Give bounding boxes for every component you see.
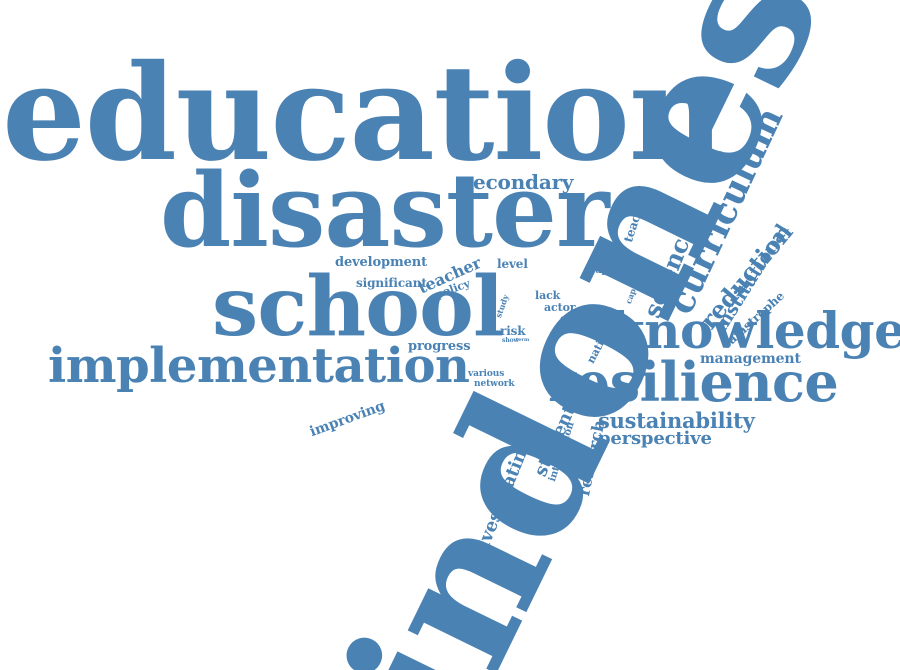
word-development: development bbox=[335, 255, 427, 270]
word-risk: risk bbox=[500, 324, 526, 338]
word-lack: lack bbox=[535, 289, 561, 302]
word-level: level bbox=[497, 257, 528, 271]
word-actor: actor bbox=[544, 301, 576, 314]
word-perspective: perspective bbox=[598, 428, 712, 449]
word-improving: improving bbox=[307, 398, 388, 441]
word-various: various bbox=[468, 369, 505, 379]
word-disaster: disaster bbox=[160, 151, 610, 271]
word-knowledge: knowledge bbox=[610, 301, 900, 360]
word-management: management bbox=[700, 351, 801, 367]
word-resilience: resilience bbox=[548, 350, 839, 414]
word-formal: formal bbox=[560, 315, 590, 325]
word-term: term bbox=[516, 337, 530, 343]
word-significant: significant bbox=[356, 276, 427, 290]
word-secondary: secondary bbox=[462, 170, 574, 194]
word-support: support bbox=[590, 266, 629, 276]
word-progress: progress bbox=[408, 339, 471, 354]
word-school: school bbox=[212, 259, 504, 355]
word-show: show bbox=[502, 337, 519, 344]
word-sustainability: sustainability bbox=[598, 408, 755, 433]
word-implementation: implementation bbox=[48, 338, 470, 394]
word-education: education bbox=[2, 36, 725, 191]
word-network: network bbox=[474, 379, 515, 389]
